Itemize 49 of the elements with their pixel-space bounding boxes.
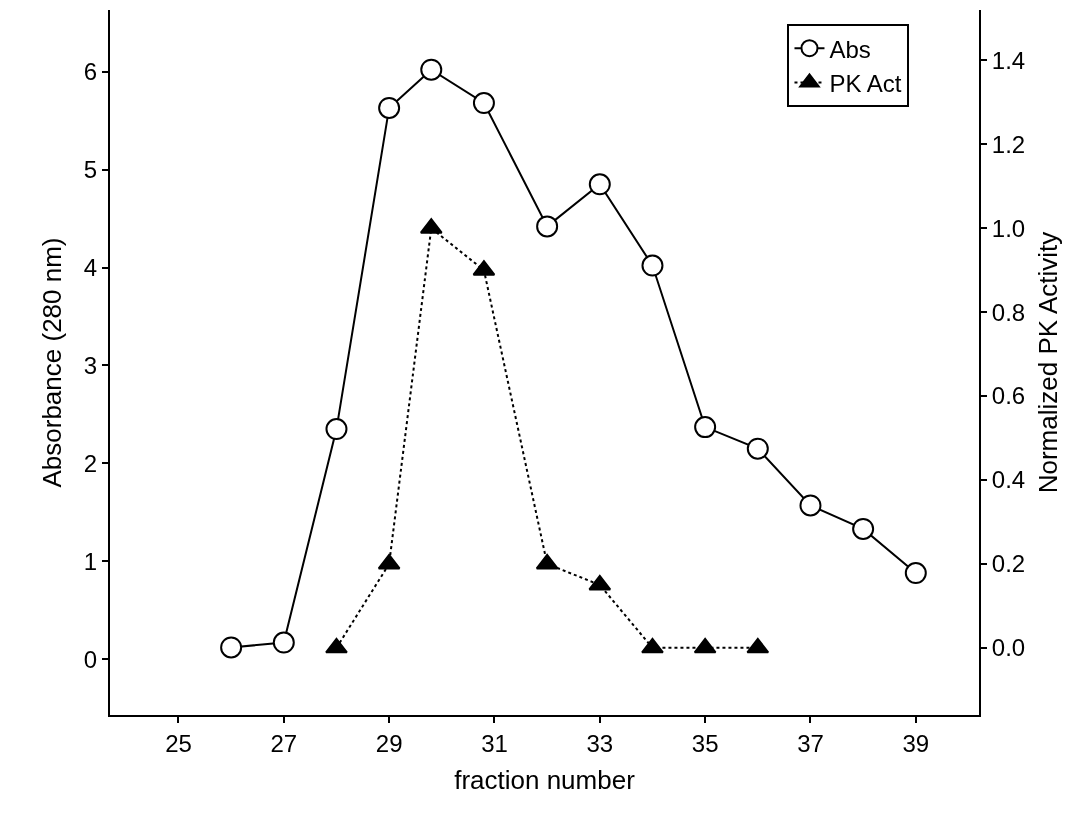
point bbox=[641, 254, 664, 277]
point bbox=[220, 636, 243, 659]
point bbox=[536, 215, 559, 238]
x-tick-label: 37 bbox=[797, 729, 824, 757]
point bbox=[746, 437, 769, 460]
y-tick-label: 2 bbox=[83, 449, 98, 477]
y-tick-label: 1 bbox=[83, 547, 98, 575]
point bbox=[693, 637, 717, 654]
point bbox=[799, 494, 822, 517]
y-tick-label: 0 bbox=[83, 645, 98, 673]
y-axis-title: Absorbance (280 nm) bbox=[36, 237, 67, 488]
point bbox=[904, 562, 927, 585]
y2-tick-label: 0.2 bbox=[991, 550, 1026, 578]
x-tick-label: 31 bbox=[481, 729, 508, 757]
point bbox=[852, 517, 875, 540]
y2-tick-label: 0.6 bbox=[991, 382, 1026, 410]
x-tick-label: 29 bbox=[375, 729, 403, 757]
point bbox=[325, 418, 348, 441]
point bbox=[420, 58, 443, 81]
y-tick-label: 5 bbox=[83, 156, 98, 183]
point bbox=[588, 173, 611, 196]
y2-tick-label: 0.0 bbox=[991, 634, 1026, 662]
y2-tick-label: 1.4 bbox=[991, 46, 1026, 74]
x-tick-label: 27 bbox=[270, 729, 298, 757]
point bbox=[377, 553, 401, 570]
y2-tick-label: 0.8 bbox=[991, 298, 1026, 326]
y2-tick-label: 0.4 bbox=[991, 466, 1026, 494]
point bbox=[472, 92, 495, 115]
y-tick-label: 6 bbox=[83, 58, 98, 86]
point bbox=[378, 96, 401, 119]
point bbox=[694, 416, 717, 439]
point bbox=[588, 574, 612, 591]
x-tick-label: 39 bbox=[902, 729, 930, 757]
y2-tick-label: 1.0 bbox=[991, 214, 1026, 242]
point bbox=[325, 637, 348, 654]
x-axis-title: fraction number bbox=[454, 765, 636, 795]
legend-label: Abs bbox=[829, 35, 871, 63]
x-tick-label: 35 bbox=[691, 729, 719, 757]
y-tick-label: 3 bbox=[83, 351, 98, 379]
y2-tick-label: 1.2 bbox=[991, 130, 1026, 158]
y-tick-label: 4 bbox=[83, 253, 98, 281]
point bbox=[746, 637, 770, 654]
x-tick-label: 25 bbox=[165, 729, 192, 757]
y2-axis-title: Normalized PK Activity bbox=[1033, 231, 1064, 494]
point bbox=[535, 553, 559, 570]
x-tick-label: 33 bbox=[586, 729, 614, 757]
point bbox=[272, 631, 295, 654]
point bbox=[641, 637, 664, 654]
legend-label: PK Act bbox=[829, 69, 902, 97]
